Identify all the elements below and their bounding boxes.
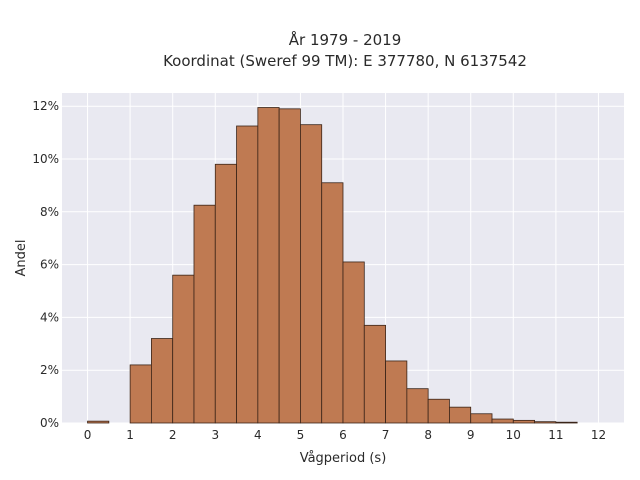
histogram-bar (470, 413, 493, 424)
x-tick-label: 2 (169, 428, 177, 442)
x-tick-label: 0 (84, 428, 92, 442)
x-tick-label: 6 (339, 428, 347, 442)
y-tick-label: 0% (40, 416, 59, 430)
y-tick-label: 10% (32, 152, 59, 166)
histogram-bar (342, 261, 365, 424)
x-tick-labels: 0 1 2 3 4 5 6 7 8 9 10 11 12 (84, 428, 606, 442)
histogram-bar (278, 108, 301, 424)
histogram-bar (257, 107, 280, 424)
chart-title-line1: År 1979 - 2019 (289, 30, 402, 49)
x-axis-label: Vågperiod (s) (300, 451, 387, 466)
histogram-bar (236, 125, 259, 424)
y-tick-label: 8% (40, 205, 59, 219)
y-axis-label: Andel (14, 240, 29, 277)
x-tick-label: 1 (126, 428, 134, 442)
histogram-bar (363, 324, 386, 424)
x-tick-label: 5 (297, 428, 305, 442)
y-tick-labels: 0% 2% 4% 6% 8% 10% 12% (32, 99, 59, 430)
histogram-bar (406, 388, 429, 424)
histogram-bar (300, 124, 323, 424)
histogram-bar (385, 360, 408, 424)
bars (87, 107, 578, 424)
y-tick-label: 2% (40, 363, 59, 377)
histogram-bar (512, 419, 535, 424)
x-tick-label: 8 (424, 428, 432, 442)
x-tick-label: 4 (254, 428, 262, 442)
x-tick-label: 10 (506, 428, 521, 442)
y-tick-label: 6% (40, 258, 59, 272)
x-tick-label: 12 (591, 428, 606, 442)
x-tick-label: 9 (467, 428, 475, 442)
histogram-bar (449, 406, 472, 424)
x-tick-label: 11 (548, 428, 563, 442)
histogram-bar (214, 163, 237, 424)
histogram-bar (534, 421, 557, 424)
histogram-bar (491, 418, 514, 424)
y-tick-label: 12% (32, 99, 59, 113)
y-tick-label: 4% (40, 310, 59, 324)
histogram-bar (87, 420, 110, 424)
histogram-bar (129, 364, 152, 424)
chart-title-line2: Koordinat (Sweref 99 TM): E 377780, N 61… (163, 52, 527, 70)
histogram-bar (321, 182, 344, 424)
histogram-bar (427, 398, 450, 424)
x-tick-label: 7 (382, 428, 390, 442)
histogram-bar (151, 338, 174, 424)
histogram-bar (193, 204, 216, 424)
histogram-bar (555, 421, 578, 424)
x-tick-label: 3 (211, 428, 219, 442)
histogram-bar (172, 274, 195, 424)
